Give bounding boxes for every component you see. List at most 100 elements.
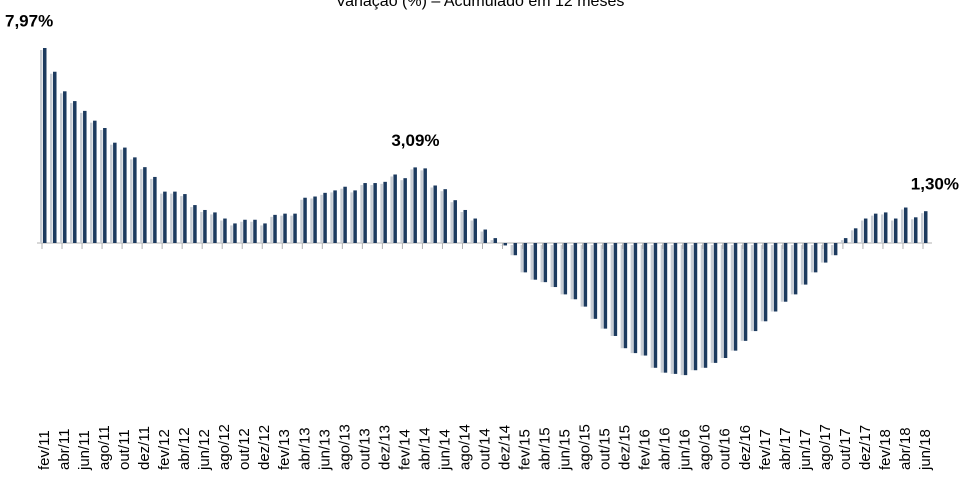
bar	[263, 223, 267, 243]
bar	[793, 243, 798, 295]
bar-shadow	[790, 245, 794, 295]
bar	[613, 243, 618, 336]
x-tick-label: ago/17	[817, 424, 834, 470]
bar	[393, 174, 397, 243]
x-tick-label: ago/15	[577, 424, 594, 470]
bar-shadow	[860, 220, 864, 243]
bar-shadow	[440, 191, 443, 243]
bar-shadow	[190, 207, 193, 243]
bar	[643, 243, 648, 356]
bar-shadow	[110, 144, 113, 243]
bar-shadow	[280, 215, 283, 243]
bar	[483, 229, 487, 243]
x-tick-label: fev/12	[156, 429, 173, 470]
x-tick-label: jun/15	[557, 429, 574, 471]
bar-shadow	[160, 193, 163, 243]
bar-shadow	[890, 220, 894, 243]
bar-shadow	[470, 220, 473, 243]
bar-shadow	[180, 196, 183, 243]
x-tick-label: dez/12	[256, 425, 273, 470]
bar-shadow	[570, 245, 574, 300]
x-tick-label: abr/18	[897, 427, 914, 470]
bar-shadow	[830, 245, 834, 256]
bar	[553, 243, 558, 288]
x-tick-label: fev/17	[757, 429, 774, 470]
x-tick-label: jun/18	[917, 429, 934, 471]
bar-shadow	[750, 245, 754, 332]
bar-shadow	[490, 240, 494, 243]
bar	[203, 209, 207, 243]
bar-shadow	[610, 245, 614, 336]
data-label: 1,30%	[911, 175, 959, 194]
bar	[903, 207, 908, 243]
bar	[543, 243, 548, 283]
x-tick-label: fev/13	[276, 429, 293, 470]
bar	[193, 205, 197, 243]
x-tick-label: dez/13	[376, 425, 393, 470]
bar-shadow	[210, 214, 213, 243]
bar-shadow	[100, 130, 103, 243]
bar	[593, 243, 598, 319]
bar-shadow	[620, 245, 624, 349]
bar-shadow	[40, 50, 43, 243]
x-tick-label: abr/17	[777, 427, 794, 470]
bar	[343, 186, 347, 243]
bar	[853, 228, 858, 243]
bar	[673, 243, 678, 374]
bar	[753, 243, 758, 332]
x-tick-label: abr/11	[56, 429, 73, 470]
x-tick-label: fev/14	[396, 429, 413, 470]
bar	[803, 243, 808, 285]
x-tick-label: abr/13	[296, 427, 313, 470]
x-tick-label: jun/13	[316, 429, 333, 471]
bar	[603, 243, 608, 329]
bar-shadow	[140, 169, 143, 243]
x-tick-label: abr/16	[657, 427, 674, 470]
bar	[503, 243, 508, 246]
bar-shadow	[670, 245, 674, 374]
bar-shadow	[360, 185, 363, 243]
x-tick-label: abr/15	[537, 427, 554, 470]
bar	[363, 183, 367, 243]
bar	[243, 219, 247, 243]
bar-shadow	[850, 230, 854, 243]
bar-shadow	[910, 219, 914, 243]
bar	[133, 157, 137, 243]
bar-shadow	[350, 192, 353, 243]
x-tick-label: abr/14	[416, 427, 433, 470]
bar	[303, 197, 307, 243]
x-tick-label: fev/11	[36, 430, 53, 470]
bar	[873, 213, 878, 243]
bar	[293, 213, 297, 243]
bar	[473, 218, 477, 243]
bar	[573, 243, 578, 300]
bar-shadow	[800, 245, 804, 285]
x-tick-label: dez/16	[737, 425, 754, 470]
bar-shadow	[530, 245, 534, 280]
x-tick-label: jun/17	[797, 429, 814, 471]
bar	[663, 243, 668, 373]
bar-shadow	[600, 245, 604, 329]
bar	[843, 238, 848, 243]
bar	[173, 191, 177, 243]
bar	[43, 48, 47, 243]
bar	[153, 176, 157, 243]
bar	[423, 168, 427, 243]
bar	[493, 238, 498, 243]
bar-shadow	[460, 211, 463, 243]
bar	[703, 243, 708, 368]
x-tick-label: out/16	[717, 428, 734, 470]
bar-shadow	[650, 245, 654, 368]
x-tick-label: out/12	[236, 428, 253, 470]
x-tick-label: out/11	[116, 429, 133, 470]
bar-shadow	[560, 245, 564, 295]
bar	[333, 190, 337, 243]
x-tick-label: ago/11	[96, 425, 113, 470]
bar	[893, 218, 898, 243]
bar	[913, 217, 918, 243]
bar	[463, 209, 467, 243]
bar	[443, 189, 447, 243]
bar-shadow	[510, 245, 514, 256]
